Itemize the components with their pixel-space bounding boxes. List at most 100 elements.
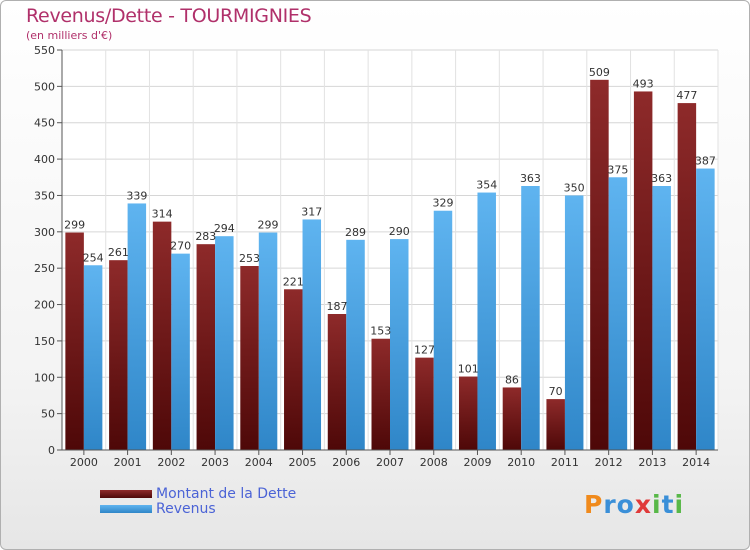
value-label-revenus: 294 [214, 222, 235, 235]
bar-revenus [564, 195, 584, 450]
chart-subtitle: (en milliers d'€) [26, 29, 113, 42]
bar-dette [458, 376, 478, 450]
value-label-revenus: 363 [651, 172, 672, 185]
value-label-revenus: 350 [564, 181, 585, 194]
bar-revenus [346, 239, 365, 450]
logo-letter: P [584, 490, 604, 519]
bar-revenus [390, 239, 409, 450]
logo-letter: t [661, 490, 675, 519]
bar-dette [284, 289, 303, 450]
value-label-revenus: 290 [389, 225, 410, 238]
value-label-revenus: 354 [476, 179, 497, 192]
bar-dette [240, 266, 259, 450]
value-label-dette: 86 [505, 373, 519, 386]
axes: 0 50 100 150 200 250 300 350 400 450 500 550 2000 200… [34, 44, 718, 469]
chart-title: Revenus/Dette - TOURMIGNIES [26, 5, 312, 27]
logo-letter: i [652, 490, 662, 519]
y-tick-label: 350 [34, 189, 55, 202]
y-tick-label: 500 [34, 80, 55, 93]
y-tick-label: 550 [34, 44, 55, 57]
bar-revenus [433, 210, 453, 450]
value-label-revenus: 270 [170, 240, 191, 253]
x-tick-label: 2003 [201, 456, 229, 469]
bar-dette [677, 103, 697, 450]
x-tick-label: 2002 [157, 456, 185, 469]
value-label-dette: 253 [239, 252, 260, 265]
x-tick-label: 2013 [638, 456, 666, 469]
value-label-revenus: 299 [258, 219, 279, 232]
y-tick-label: 300 [34, 226, 55, 239]
x-tick-label: 2007 [376, 456, 404, 469]
x-tick-label: 2011 [551, 456, 579, 469]
y-tick-label: 250 [34, 262, 55, 275]
value-label-revenus: 254 [83, 251, 104, 264]
value-label-dette: 221 [283, 275, 304, 288]
bar-dette [65, 232, 84, 450]
y-tick-label: 100 [34, 371, 55, 384]
value-label-revenus: 363 [520, 172, 541, 185]
bar-revenus [215, 236, 234, 450]
value-label-dette: 283 [195, 230, 216, 243]
y-tick-label: 50 [41, 408, 55, 421]
value-label-dette: 314 [152, 208, 173, 221]
bar-dette [590, 79, 609, 451]
x-tick-label: 2004 [245, 456, 273, 469]
logo-letter: r [603, 490, 617, 519]
legend-swatch-revenus [100, 505, 152, 513]
bar-dette [546, 399, 565, 450]
y-tick-label: 450 [34, 117, 55, 130]
legend-swatch-dette [100, 490, 152, 498]
value-label-revenus: 329 [432, 197, 453, 210]
bar-revenus [652, 186, 671, 450]
x-tick-label: 2006 [332, 456, 360, 469]
bar-revenus [696, 168, 715, 450]
value-label-dette: 101 [458, 363, 479, 376]
bar-revenus [521, 186, 540, 450]
y-tick-label: 200 [34, 299, 55, 312]
x-tick-label: 2010 [507, 456, 535, 469]
value-label-dette: 509 [589, 66, 610, 79]
bar-dette [633, 91, 653, 451]
bar-dette [152, 221, 172, 450]
bar-revenus [608, 177, 628, 451]
bar-dette [327, 314, 347, 450]
value-label-revenus: 339 [126, 189, 147, 202]
bar-revenus [83, 265, 103, 450]
y-tick-label: 0 [48, 444, 55, 457]
bar-revenus [302, 219, 322, 450]
legend-label-dette: Montant de la Dette [156, 486, 297, 502]
value-label-revenus: 375 [607, 163, 628, 176]
bar-dette [415, 357, 434, 450]
value-label-dette: 127 [414, 344, 435, 357]
x-tick-label: 2001 [114, 456, 142, 469]
logo-letter: o [616, 490, 635, 519]
bar-dette [371, 338, 390, 450]
value-label-dette: 261 [108, 246, 129, 259]
bar-dette [196, 244, 216, 450]
value-label-revenus: 317 [301, 205, 322, 218]
y-tick-label: 150 [34, 335, 55, 348]
y-tick-label: 400 [34, 153, 55, 166]
legend-label-revenus: Revenus [156, 501, 216, 517]
value-label-dette: 477 [676, 89, 697, 102]
logo-letter: i [674, 490, 685, 519]
value-label-dette: 493 [633, 77, 654, 90]
x-tick-label: 2000 [70, 456, 98, 469]
logo-letter: x [634, 490, 652, 519]
value-label-dette: 187 [327, 300, 348, 313]
bars [65, 79, 715, 451]
bar-revenus [171, 253, 190, 450]
value-label-revenus: 289 [345, 226, 366, 239]
x-tick-label: 2014 [682, 456, 710, 469]
proxiti-logo: Proxiti [584, 490, 684, 519]
value-label-dette: 153 [370, 325, 391, 338]
bar-revenus [258, 232, 278, 450]
bar-dette [109, 260, 128, 450]
bar-revenus [477, 192, 496, 450]
value-label-revenus: 387 [695, 155, 716, 168]
value-label-dette: 299 [64, 219, 85, 232]
bar-revenus [127, 203, 147, 450]
bar-dette [502, 387, 522, 450]
